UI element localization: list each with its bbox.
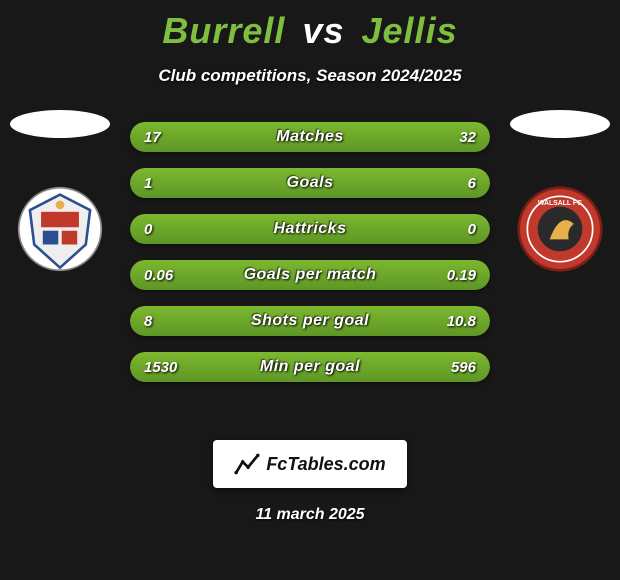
- stat-label: Hattricks: [130, 214, 490, 244]
- crest-right-icon: WALSALL FC: [517, 186, 603, 272]
- stat-bars: 1732Matches 16Goals 00Hattricks 0.060.19Goa…: [130, 122, 490, 398]
- svg-text:WALSALL FC: WALSALL FC: [538, 200, 582, 207]
- player2-avatar-placeholder: [510, 110, 610, 138]
- brand-text: FcTables.com: [266, 454, 385, 475]
- main-area: WALSALL FC 1732Matches 16Goals 00Hattricks…: [0, 122, 620, 422]
- stat-row: 00Hattricks: [130, 214, 490, 244]
- stat-label: Shots per goal: [130, 306, 490, 336]
- crest-left-icon: [17, 186, 103, 272]
- stat-row: 810.8Shots per goal: [130, 306, 490, 336]
- club-crest-left: [17, 186, 103, 272]
- comparison-card: Burrell vs Jellis Club competitions, Sea…: [0, 0, 620, 580]
- brand-badge: FcTables.com: [213, 440, 407, 488]
- stat-label: Matches: [130, 122, 490, 152]
- page-title: Burrell vs Jellis: [0, 10, 620, 52]
- chart-icon: [234, 451, 260, 477]
- club-crest-right: WALSALL FC: [517, 186, 603, 272]
- player1-name: Burrell: [162, 10, 285, 51]
- player1-avatar-placeholder: [10, 110, 110, 138]
- stat-label: Goals: [130, 168, 490, 198]
- vs-text: vs: [302, 10, 344, 51]
- stat-row: 0.060.19Goals per match: [130, 260, 490, 290]
- right-player-column: WALSALL FC: [500, 110, 620, 272]
- date-text: 11 march 2025: [0, 506, 620, 524]
- player2-name: Jellis: [362, 10, 458, 51]
- stat-row: 1732Matches: [130, 122, 490, 152]
- left-player-column: [0, 110, 120, 272]
- stat-label: Min per goal: [130, 352, 490, 382]
- stat-label: Goals per match: [130, 260, 490, 290]
- stat-row: 1530596Min per goal: [130, 352, 490, 382]
- subtitle: Club competitions, Season 2024/2025: [0, 66, 620, 86]
- stat-row: 16Goals: [130, 168, 490, 198]
